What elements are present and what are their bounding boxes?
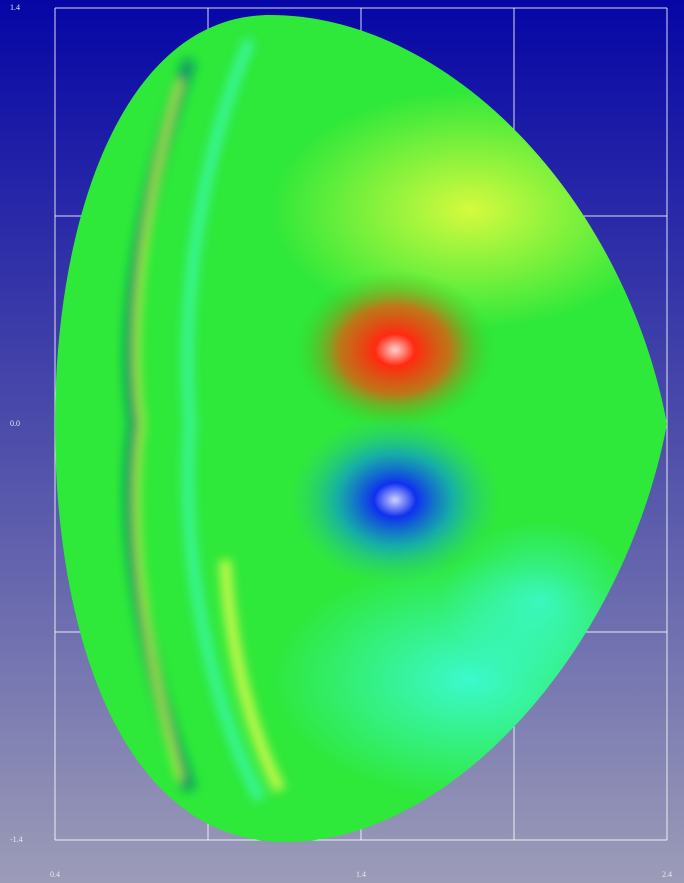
- x-tick-label: 1.4: [356, 870, 366, 879]
- tick-labels: 0.4 1.4 2.4 -1.4 0.0 1.4: [10, 3, 672, 879]
- x-tick-label: 2.4: [662, 870, 672, 879]
- x-tick-label: 0.4: [50, 870, 60, 879]
- y-tick-label: 0.0: [10, 419, 20, 428]
- y-tick-label: -1.4: [10, 835, 23, 844]
- y-tick-label: 1.4: [10, 3, 20, 12]
